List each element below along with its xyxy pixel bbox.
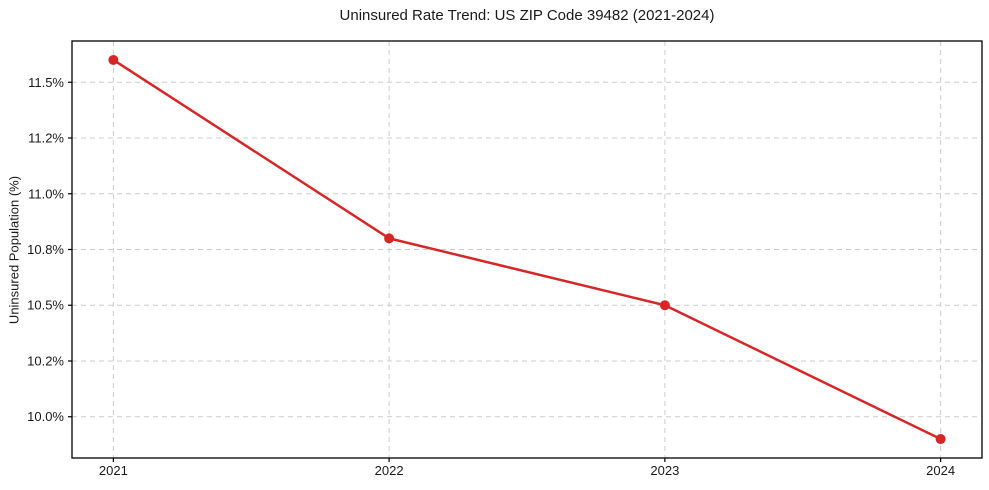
y-tick-label: 10.5%	[27, 298, 64, 313]
data-point-marker	[384, 233, 395, 244]
chart-title: Uninsured Rate Trend: US ZIP Code 39482 …	[339, 7, 715, 24]
data-point-marker	[108, 54, 119, 65]
y-tick-label: 11.2%	[28, 131, 64, 146]
trend-line	[112, 58, 942, 441]
data-point-marker	[659, 300, 670, 311]
y-tick-label: 10.0%	[27, 409, 64, 424]
y-tick-label: 10.2%	[27, 353, 64, 368]
x-tick-label: 2024	[926, 463, 955, 478]
data-point-marker	[935, 434, 946, 445]
y-tick-label: 11.5%	[28, 75, 64, 90]
x-tick-label: 2023	[650, 463, 679, 478]
y-tick-label: 10.8%	[27, 242, 64, 257]
x-tick-label: 2021	[99, 463, 128, 478]
x-tick-label: 2022	[375, 463, 404, 478]
y-tick-label: 11.0%	[28, 186, 64, 201]
